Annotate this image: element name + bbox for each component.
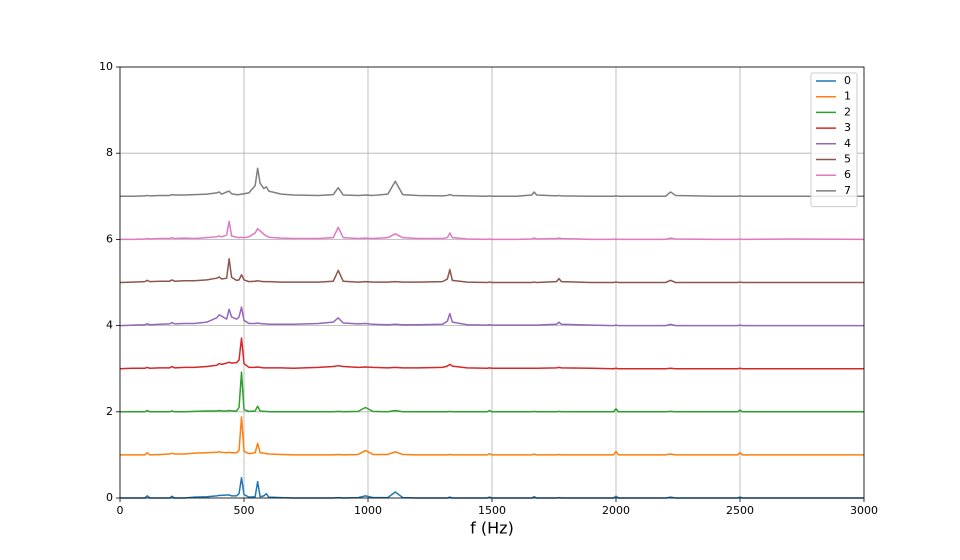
- x-tick-label: 1000: [354, 504, 382, 517]
- legend-label: 2: [844, 105, 851, 118]
- series-line: [119, 258, 864, 284]
- x-tick-label: 500: [234, 504, 255, 517]
- x-tick-label: 2000: [602, 504, 630, 517]
- x-tick-label: 3000: [850, 504, 878, 517]
- legend-label: 6: [844, 168, 851, 181]
- series-line: [120, 371, 864, 413]
- legend-label: 7: [844, 184, 851, 197]
- series-line: [119, 337, 864, 370]
- legend-label: 4: [844, 137, 851, 150]
- legend-label: 0: [844, 74, 851, 87]
- legend-box: [810, 72, 858, 208]
- legend-label: 3: [844, 121, 851, 134]
- x-tick-label: 2500: [726, 504, 754, 517]
- series-line: [120, 220, 865, 241]
- y-tick-label: 8: [106, 146, 113, 159]
- plot-frame: [119, 66, 865, 499]
- x-tick-label: 1500: [478, 504, 506, 517]
- series-line: [120, 416, 864, 456]
- y-tick-label: 0: [106, 491, 113, 504]
- y-tick-label: 10: [99, 60, 113, 73]
- legend-label: 1: [844, 90, 851, 103]
- y-tick-label: 2: [106, 405, 113, 418]
- legend: 0 1 2 3 4 5 6 7: [810, 72, 858, 208]
- x-axis-label: f (Hz): [470, 519, 514, 538]
- legend-label: 5: [844, 153, 851, 166]
- series-line: [120, 167, 864, 198]
- y-tick-label: 6: [106, 232, 113, 245]
- y-tick-label: 4: [106, 319, 113, 332]
- x-tick-label: 0: [117, 504, 124, 517]
- series-line: [119, 306, 864, 327]
